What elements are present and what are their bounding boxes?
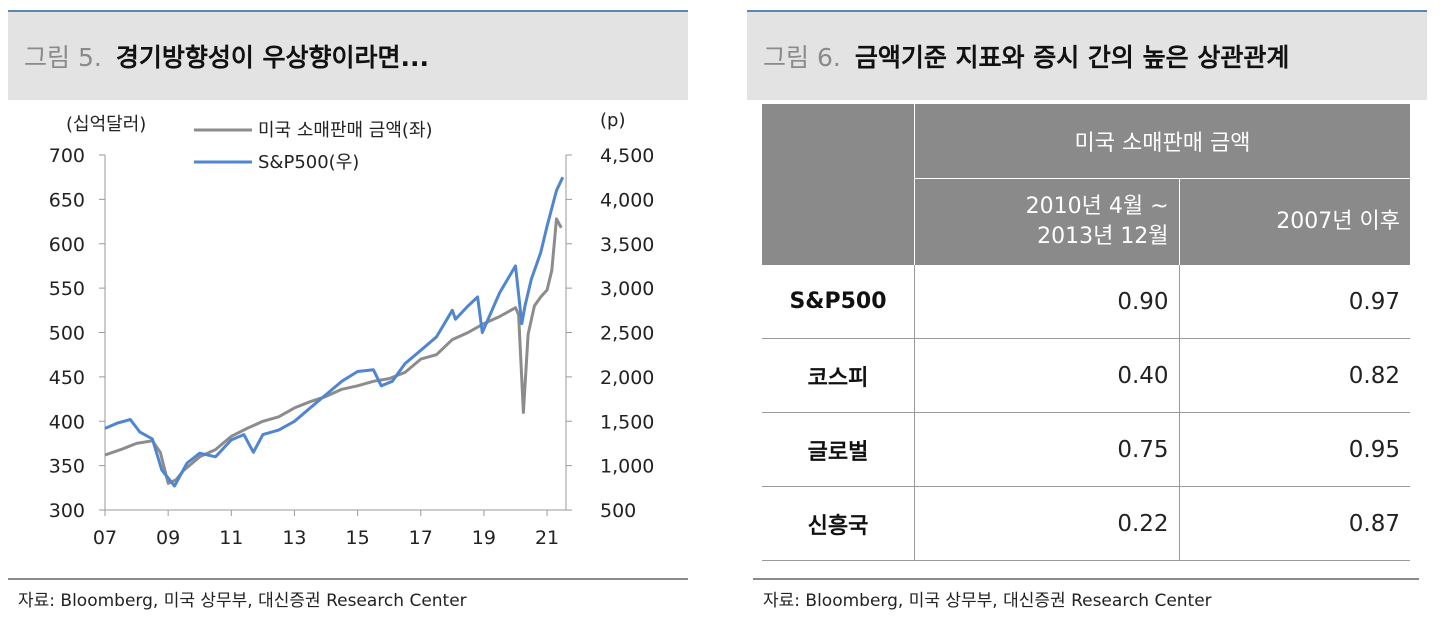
y-right-tick-label: 1,000 (600, 456, 654, 478)
y-left-tick-label: 500 (49, 323, 85, 345)
table-cell: 0.87 (1179, 486, 1410, 561)
table-row: 코스피 0.40 0.82 (762, 338, 1410, 413)
table-cell: 0.97 (1179, 265, 1410, 339)
col-header-line2: 2013년 12월 (1037, 224, 1169, 249)
table-cell: 0.22 (914, 486, 1180, 561)
chart-title: 경기방향성이 우상향이라면... (115, 43, 430, 72)
figure-label-5: 그림 5. (24, 43, 102, 72)
legend-label-sp500: S&P500(우) (258, 152, 359, 173)
y-left-tick-label: 600 (49, 234, 85, 256)
col-header-2010-2013: 2010년 4월 ~ 2013년 12월 (914, 178, 1180, 265)
y-right-unit: (p) (600, 110, 625, 131)
y-right-tick-label: 1,500 (600, 411, 654, 433)
y-right-tick-label: 2,000 (600, 367, 654, 389)
col-header-since-2007: 2007년 이후 (1178, 178, 1410, 265)
figure-label-6: 그림 6. (763, 43, 841, 72)
right-panel-title: 그림 6. 금액기준 지표와 증시 간의 높은 상관관계 (747, 10, 1427, 100)
y-left-tick-label: 450 (49, 367, 85, 389)
line-chart: (십억달러) (p) 700 4,500 650 4,000 600 3,500 550 3,… (49, 110, 655, 549)
legend-label-retail: 미국 소매판매 금액(좌) (258, 120, 433, 141)
x-tick-label: 11 (219, 527, 243, 549)
table-cell: 0.82 (1179, 338, 1410, 413)
y-left-tick-label: 700 (49, 145, 85, 167)
x-tick-label: 19 (472, 527, 496, 549)
y-right-tick-label: 500 (600, 500, 636, 522)
row-label: 글로벌 (762, 412, 915, 487)
table-cell: 0.95 (1179, 412, 1410, 487)
table-cell: 0.75 (914, 412, 1180, 487)
table-row: S&P500 0.90 0.97 (762, 265, 1410, 339)
left-panel-title: 그림 5. 경기방향성이 우상향이라면... (8, 10, 688, 100)
y-left-tick-label: 350 (49, 456, 85, 478)
y-right-tick-label: 3,500 (600, 234, 654, 256)
y-right-tick-label: 3,000 (600, 278, 654, 300)
x-tick-label: 17 (409, 527, 433, 549)
source-note-right: 자료: Bloomberg, 미국 상무부, 대신증권 Research Cen… (753, 578, 1419, 614)
table-cell: 0.40 (914, 338, 1180, 413)
y-right-tick-label: 4,500 (600, 145, 654, 167)
table-cell: 0.90 (914, 265, 1180, 339)
y-right-tick-label: 2,500 (600, 323, 654, 345)
row-label: 신흥국 (762, 486, 915, 561)
source-note-left: 자료: Bloomberg, 미국 상무부, 대신증권 Research Cen… (8, 578, 688, 614)
series-line-sp500 (104, 176, 565, 488)
y-right-tick-label: 4,000 (600, 189, 654, 211)
col-header-line1: 2010년 4월 ~ (1025, 194, 1169, 219)
table-corner-cell (762, 104, 915, 265)
y-left-tick-label: 650 (49, 189, 85, 211)
correlation-table: 미국 소매판매 금액 2010년 4월 ~ 2013년 12월 2007년 이후… (762, 104, 1410, 561)
group-header: 미국 소매판매 금액 (914, 104, 1410, 179)
y-left-unit: (십억달러) (66, 114, 146, 135)
y-left-tick-label: 400 (49, 411, 85, 433)
x-tick-label: 13 (282, 527, 306, 549)
x-tick-label: 07 (93, 527, 117, 549)
x-tick-label: 09 (156, 527, 180, 549)
row-label: 코스피 (762, 338, 915, 413)
x-tick-label: 15 (346, 527, 370, 549)
correlation-table-area: 미국 소매판매 금액 2010년 4월 ~ 2013년 12월 2007년 이후… (762, 104, 1410, 561)
y-left-tick-label: 300 (49, 500, 85, 522)
table-title: 금액기준 지표와 증시 간의 높은 상관관계 (854, 43, 1290, 72)
x-tick-label: 21 (535, 527, 559, 549)
y-left-tick-label: 550 (49, 278, 85, 300)
table-row: 글로벌 0.75 0.95 (762, 412, 1410, 487)
table-row: 신흥국 0.22 0.87 (762, 486, 1410, 561)
row-label: S&P500 (762, 265, 915, 339)
series-line-retail-sales (104, 217, 563, 485)
